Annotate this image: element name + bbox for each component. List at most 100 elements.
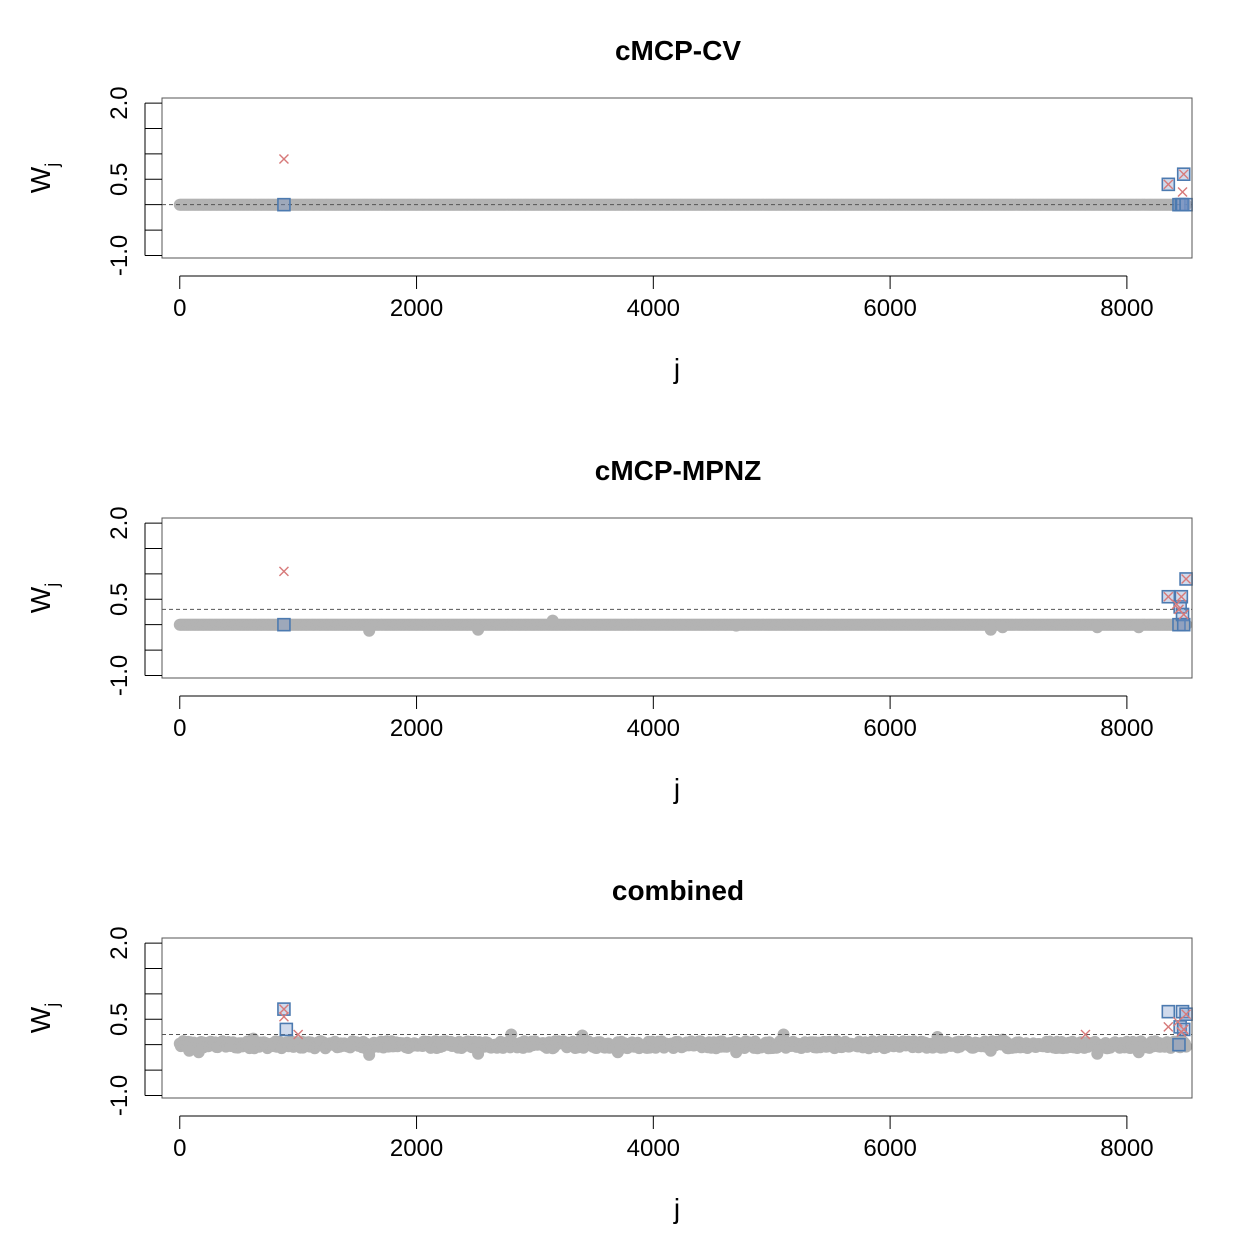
x-axis: 0 2000 4000 6000 8000 (173, 695, 1154, 742)
data-point (931, 1031, 944, 1044)
y-tick-label: 0.5 (106, 583, 133, 616)
x-stroke (1163, 591, 1174, 602)
x-tick-label: 6000 (863, 1135, 916, 1162)
x-axis-label: j (673, 773, 680, 804)
x-stroke (278, 1004, 289, 1015)
x-stroke (278, 566, 289, 577)
x-axis: 0 2000 4000 6000 8000 (173, 275, 1154, 322)
true-signal-x-marker (293, 1029, 304, 1040)
selected-square-marker (1179, 197, 1193, 212)
true-signal-x-marker (1080, 1029, 1091, 1040)
selected-square-marker (277, 617, 291, 632)
true-signal-x-marker (278, 153, 289, 164)
x-tick-label: 0 (173, 295, 186, 322)
true-signal-x-marker (1178, 169, 1189, 180)
x-stroke (1178, 169, 1189, 180)
y-axis-label-main: W (25, 166, 56, 193)
x-stroke (1163, 179, 1174, 190)
y-tick-label: 2.0 (106, 926, 133, 959)
x-stroke (278, 1011, 289, 1022)
data-point (984, 1044, 997, 1057)
background-points (173, 614, 1193, 637)
selected-square-marker (279, 1022, 294, 1037)
x-tick-label: 8000 (1100, 295, 1153, 322)
x-stroke (1178, 609, 1189, 620)
data-point (472, 623, 485, 636)
y-tick-label: 2.0 (106, 86, 133, 119)
true-signal-x-marker (278, 566, 289, 577)
x-stroke (1163, 1021, 1174, 1032)
panel-title: combined (612, 875, 744, 906)
x-tick-label: 4000 (627, 1135, 680, 1162)
data-point (984, 623, 997, 636)
x-stroke (293, 1029, 304, 1040)
data-point (505, 1028, 518, 1041)
panel-cmcp-cv: cMCP-CV -1.00.52.0 0 2000 4000 6000 8000 jWj (25, 35, 1193, 384)
x-tick-label: 8000 (1100, 1135, 1153, 1162)
panel-title: cMCP-CV (615, 35, 741, 66)
x-tick-label: 2000 (390, 715, 443, 742)
true-signal-x-marker (1177, 186, 1188, 197)
data-point (183, 1044, 196, 1057)
y-axis: -1.0 0.5 2.0 (106, 86, 162, 276)
selected-square-marker (1172, 1037, 1186, 1052)
x-tick-label: 2000 (390, 295, 443, 322)
x-tick-label: 4000 (627, 295, 680, 322)
data-point (472, 1047, 485, 1060)
y-axis-label-main: W (25, 1006, 56, 1033)
true-signal-x-marker (1172, 1016, 1183, 1027)
y-axis-label-main: W (25, 586, 56, 613)
x-stroke (1178, 1024, 1189, 1035)
x-tick-label: 0 (173, 1135, 186, 1162)
true-signal-x-marker (1171, 599, 1182, 610)
selected-square-marker (1161, 1004, 1176, 1019)
data-point (247, 1032, 260, 1045)
y-axis-label: Wj (25, 1003, 62, 1033)
data-point (363, 624, 376, 637)
true-signal-x-marker (1163, 179, 1174, 190)
x-tick-label: 6000 (863, 715, 916, 742)
y-axis-label-subscript: j (42, 1003, 62, 1008)
data-point (611, 1046, 624, 1059)
true-signal-x-marker (278, 1004, 289, 1015)
data-point (996, 1033, 1009, 1046)
true-signal-x-marker (1163, 1021, 1174, 1032)
panel-title: cMCP-MPNZ (595, 455, 761, 486)
data-point (576, 1029, 589, 1042)
data-point (777, 1028, 790, 1041)
plot-frame (161, 937, 1193, 1099)
x-stroke (1177, 186, 1188, 197)
data-point (730, 619, 743, 632)
x-tick-label: 6000 (863, 295, 916, 322)
plot-frame (161, 97, 1193, 259)
y-axis-label-subscript: j (42, 163, 62, 168)
x-stroke (1176, 591, 1187, 602)
y-tick-label: -1.0 (106, 235, 133, 276)
data-point (192, 1046, 205, 1059)
background-points (173, 1028, 1193, 1061)
y-tick-label: 0.5 (106, 1003, 133, 1036)
y-tick-label: 2.0 (106, 506, 133, 539)
data-point (1091, 621, 1104, 634)
x-stroke (1181, 1009, 1192, 1020)
x-tick-label: 8000 (1100, 715, 1153, 742)
y-tick-label: -1.0 (106, 655, 133, 696)
x-tick-label: 2000 (390, 1135, 443, 1162)
x-stroke (1080, 1029, 1091, 1040)
selected-square-marker (1176, 617, 1191, 632)
data-point (1132, 1046, 1145, 1059)
x-tick-label: 0 (173, 715, 186, 742)
selected-square-marker (277, 197, 291, 212)
x-stroke (1173, 604, 1184, 615)
x-axis-label: j (673, 1193, 680, 1224)
x-stroke (1172, 1016, 1183, 1027)
data-point (546, 614, 559, 627)
y-axis-label: Wj (25, 163, 62, 193)
data-point (363, 1048, 376, 1061)
y-axis: -1.0 0.5 2.0 (106, 926, 162, 1116)
x-stroke (1171, 599, 1182, 610)
plot-frame (161, 517, 1193, 679)
true-signal-x-marker (1163, 591, 1174, 602)
